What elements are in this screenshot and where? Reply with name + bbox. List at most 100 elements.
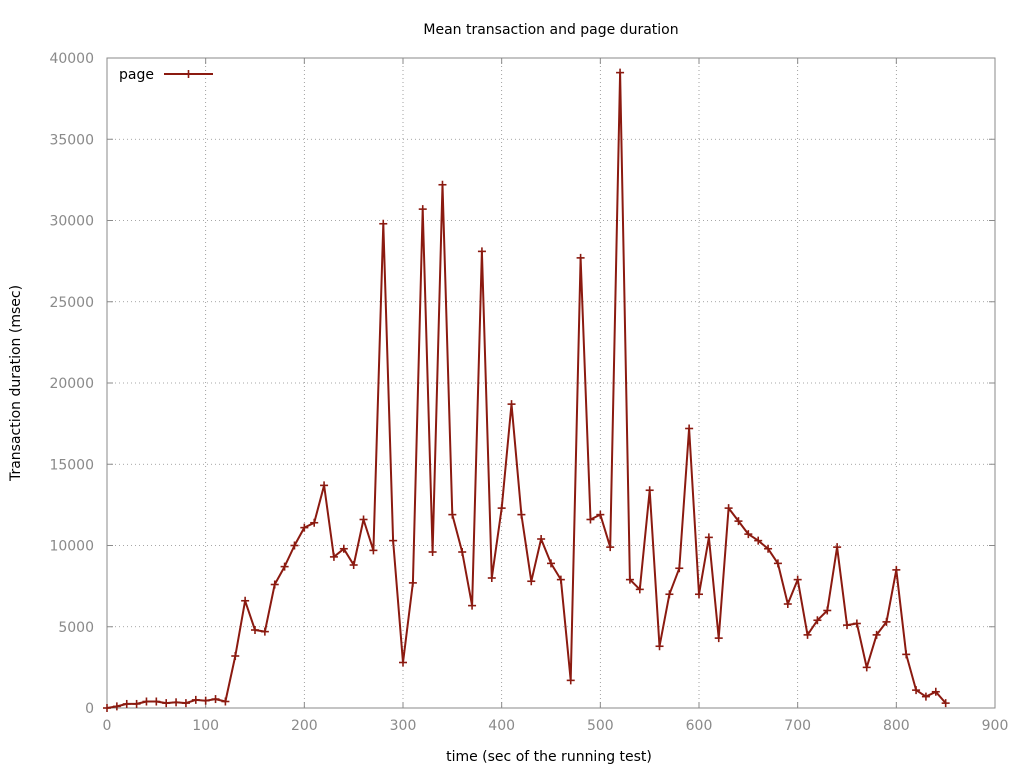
- data-point: [290, 541, 299, 550]
- data-point: [260, 627, 269, 636]
- data-point: [369, 546, 378, 555]
- data-point: [773, 559, 782, 568]
- data-point: [833, 543, 842, 552]
- data-point: [379, 219, 388, 228]
- data-point: [448, 510, 457, 519]
- x-tick-label: 500: [587, 718, 614, 734]
- data-point: [152, 697, 161, 706]
- data-point: [734, 517, 743, 526]
- data-point: [408, 578, 417, 587]
- x-tick-label: 300: [390, 718, 417, 734]
- y-tick-label: 15000: [49, 457, 94, 473]
- data-point: [625, 575, 634, 584]
- legend-sample-page: [164, 70, 213, 78]
- legend: page: [119, 67, 213, 83]
- data-point: [931, 687, 940, 696]
- data-point: [241, 596, 250, 605]
- data-point: [487, 574, 496, 582]
- data-point: [872, 630, 881, 639]
- data-point: [655, 642, 664, 651]
- data-point: [320, 481, 329, 490]
- data-point: [714, 634, 723, 643]
- data-point: [310, 518, 319, 527]
- data-point: [339, 544, 348, 553]
- y-tick-label: 40000: [49, 51, 94, 67]
- y-tick-label: 20000: [49, 376, 94, 392]
- data-point: [172, 698, 181, 707]
- data-point: [596, 510, 605, 519]
- data-point: [547, 559, 555, 568]
- data-point: [862, 663, 871, 672]
- data-point: [438, 180, 447, 189]
- data-point: [764, 544, 773, 553]
- data-point: [902, 650, 911, 659]
- data-point: [231, 652, 240, 660]
- data-point: [162, 699, 171, 708]
- data-point: [685, 424, 694, 433]
- data-point: [349, 561, 358, 569]
- data-point: [645, 486, 654, 495]
- data-point: [537, 535, 546, 543]
- data-point: [606, 543, 615, 552]
- data-point: [556, 575, 565, 584]
- axis-ticks: 0 100 200 300 400 500 600 700 800 900 0 5000 10000 15…: [49, 51, 1008, 734]
- data-point: [882, 617, 891, 626]
- x-tick-label: 100: [192, 718, 219, 734]
- data-point: [754, 536, 763, 545]
- grid: [107, 58, 995, 708]
- data-point: [399, 658, 407, 667]
- data-point: [468, 601, 477, 610]
- data-point: [221, 697, 230, 706]
- x-tick-label: 400: [488, 718, 515, 734]
- data-point: [122, 699, 131, 708]
- data-point: [803, 630, 812, 639]
- data-point: [418, 205, 427, 214]
- data-point: [704, 533, 713, 542]
- y-tick-label: 25000: [49, 295, 94, 311]
- data-point: [201, 696, 210, 705]
- data-point: [941, 699, 950, 708]
- data-point: [300, 523, 309, 532]
- data-point: [458, 548, 467, 556]
- y-tick-label: 30000: [49, 214, 94, 230]
- data-point: [665, 590, 674, 599]
- data-point: [675, 564, 684, 573]
- x-tick-label: 600: [686, 718, 713, 734]
- legend-label-page: page: [119, 67, 154, 83]
- data-point: [635, 585, 644, 594]
- data-point: [280, 562, 289, 571]
- y-tick-label: 0: [85, 701, 94, 717]
- data-point: [112, 702, 121, 711]
- data-point: [329, 552, 338, 561]
- data-point: [389, 536, 398, 545]
- data-point: [270, 580, 279, 589]
- data-point: [852, 619, 861, 628]
- data-point: [497, 504, 506, 513]
- series-line-page: [106, 71, 947, 709]
- data-point: [783, 600, 792, 608]
- data-point: [921, 692, 930, 701]
- data-point: [251, 626, 259, 634]
- series-layer: [103, 68, 950, 712]
- data-point: [507, 400, 516, 409]
- chart-title: Mean transaction and page duration: [423, 22, 678, 38]
- data-point: [912, 686, 921, 695]
- data-point: [744, 530, 753, 539]
- x-tick-label: 200: [291, 718, 318, 734]
- data-point: [142, 697, 151, 706]
- data-point: [843, 621, 851, 630]
- x-tick-label: 900: [982, 718, 1009, 734]
- data-point: [576, 253, 585, 262]
- data-point: [695, 590, 703, 599]
- data-point: [566, 676, 575, 685]
- x-axis-label: time (sec of the running test): [446, 749, 652, 765]
- data-point: [191, 695, 200, 704]
- y-axis-label: Transaction duration (msec): [8, 285, 24, 482]
- data-point: [181, 699, 190, 708]
- x-tick-label: 700: [784, 718, 811, 734]
- data-point: [616, 68, 625, 77]
- data-point: [586, 515, 595, 524]
- data-point: [892, 565, 901, 574]
- data-point: [359, 515, 368, 524]
- data-point: [211, 695, 220, 704]
